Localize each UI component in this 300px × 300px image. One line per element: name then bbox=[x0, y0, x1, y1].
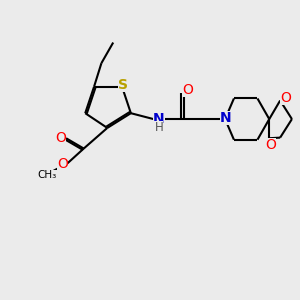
Text: H: H bbox=[154, 122, 163, 134]
Text: N: N bbox=[220, 111, 232, 125]
Text: O: O bbox=[265, 138, 276, 152]
Text: CH₃: CH₃ bbox=[37, 170, 57, 180]
Text: O: O bbox=[280, 91, 291, 105]
Text: O: O bbox=[182, 83, 193, 97]
Text: N: N bbox=[153, 112, 165, 126]
Text: O: O bbox=[57, 157, 68, 171]
Text: O: O bbox=[55, 131, 66, 145]
Text: S: S bbox=[118, 78, 128, 92]
